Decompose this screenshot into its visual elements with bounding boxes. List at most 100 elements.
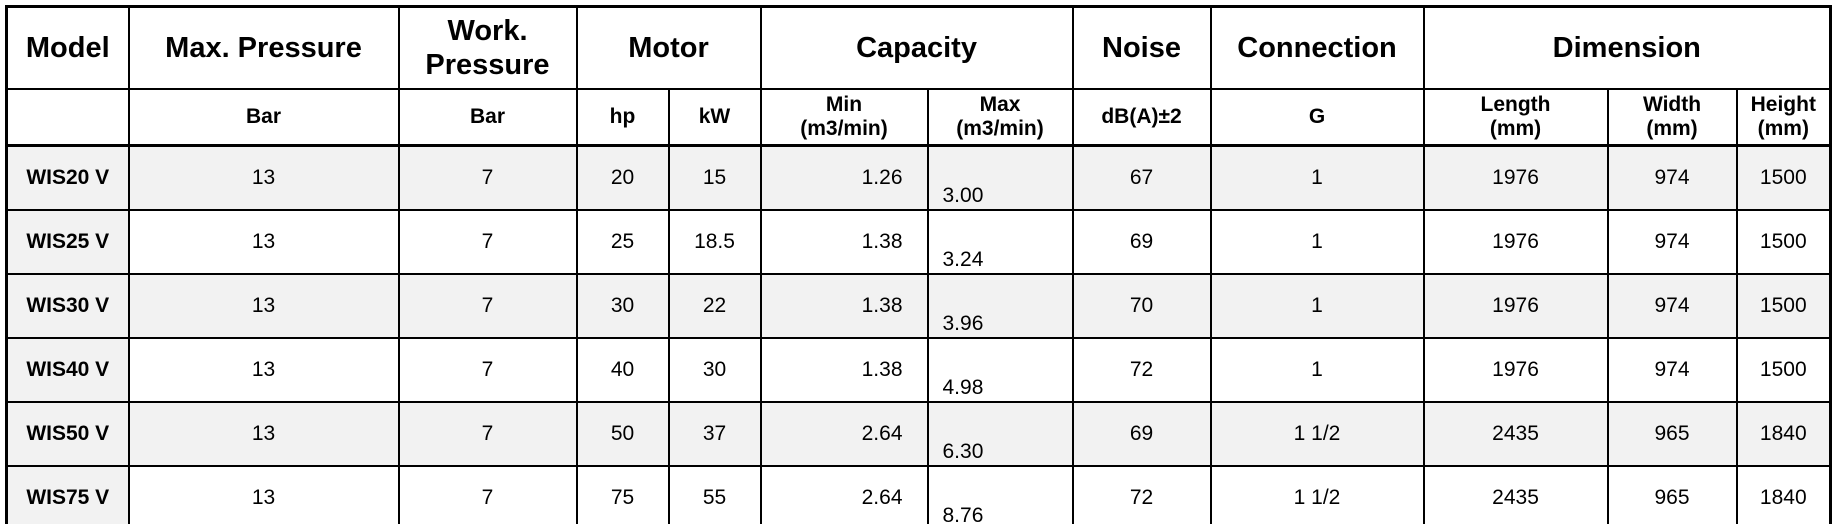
value-cell: 13: [127, 209, 400, 275]
capacity-min-cell: 2.64: [759, 401, 929, 467]
value-cell: 13: [127, 465, 400, 524]
value-cell: 2435: [1422, 401, 1609, 467]
value-cell: 1976: [1422, 209, 1609, 275]
col-group-connection: Connection: [1209, 5, 1425, 90]
col-group-dimension: Dimension: [1422, 5, 1832, 90]
capacity-max-cell: 3.96: [926, 273, 1074, 339]
value-cell: 22: [667, 273, 762, 339]
table-row: WIS50 V 13 7 50 37 2.64 6.30 69 1 1/2 2435 965 1840: [5, 401, 1832, 467]
value-cell: 1840: [1735, 401, 1832, 467]
model-cell: WIS75 V: [5, 465, 130, 524]
model-cell: WIS20 V: [5, 144, 130, 211]
value-cell: 974: [1606, 337, 1738, 403]
value-cell: 1500: [1735, 209, 1832, 275]
value-cell: 2435: [1422, 465, 1609, 524]
value-cell: 70: [1071, 273, 1212, 339]
value-cell: 13: [127, 144, 400, 211]
spec-table: Model Max. Pressure Work. Pressure Motor…: [5, 5, 1833, 524]
value-cell: 30: [667, 337, 762, 403]
value-cell: 1976: [1422, 337, 1609, 403]
value-cell: 1: [1209, 337, 1425, 403]
unit-max-pressure-bar: Bar: [127, 88, 400, 147]
value-cell: 1: [1209, 273, 1425, 339]
capacity-min-cell: 2.64: [759, 465, 929, 524]
value-cell: 25: [575, 209, 670, 275]
capacity-max-cell: 6.30: [926, 401, 1074, 467]
table-row: WIS20 V 13 7 20 15 1.26 3.00 67 1 1976 974 1500: [5, 144, 1832, 211]
table-row: WIS25 V 13 7 25 18.5 1.38 3.24 69 1 1976 974 1500: [5, 209, 1832, 275]
capacity-min-cell: 1.38: [759, 209, 929, 275]
table-row: WIS30 V 13 7 30 22 1.38 3.96 70 1 1976 974 1500: [5, 273, 1832, 339]
value-cell: 7: [397, 273, 578, 339]
value-cell: 1500: [1735, 273, 1832, 339]
unit-model-empty: [5, 88, 130, 147]
model-cell: WIS50 V: [5, 401, 130, 467]
value-cell: 55: [667, 465, 762, 524]
capacity-max-cell: 8.76: [926, 465, 1074, 524]
capacity-min-cell: 1.38: [759, 273, 929, 339]
capacity-min-cell: 1.26: [759, 144, 929, 211]
col-group-motor: Motor: [575, 5, 762, 90]
model-cell: WIS30 V: [5, 273, 130, 339]
value-cell: 13: [127, 401, 400, 467]
capacity-max-cell: 3.24: [926, 209, 1074, 275]
capacity-min-cell: 1.38: [759, 337, 929, 403]
col-group-noise: Noise: [1071, 5, 1212, 90]
value-cell: 965: [1606, 401, 1738, 467]
value-cell: 1976: [1422, 273, 1609, 339]
model-cell: WIS40 V: [5, 337, 130, 403]
unit-length-mm: Length (mm): [1422, 88, 1609, 147]
col-group-work-pressure: Work. Pressure: [397, 5, 578, 90]
unit-capacity-min: Min (m3/min): [759, 88, 929, 147]
value-cell: 75: [575, 465, 670, 524]
value-cell: 1 1/2: [1209, 465, 1425, 524]
col-group-capacity: Capacity: [759, 5, 1074, 90]
value-cell: 67: [1071, 144, 1212, 211]
table-row: WIS40 V 13 7 40 30 1.38 4.98 72 1 1976 974 1500: [5, 337, 1832, 403]
value-cell: 1: [1209, 144, 1425, 211]
capacity-max-cell: 3.00: [926, 144, 1074, 211]
unit-motor-hp: hp: [575, 88, 670, 147]
value-cell: 974: [1606, 209, 1738, 275]
unit-width-mm: Width (mm): [1606, 88, 1738, 147]
value-cell: 974: [1606, 144, 1738, 211]
value-cell: 37: [667, 401, 762, 467]
unit-noise-db: dB(A)±2: [1071, 88, 1212, 147]
unit-connection-g: G: [1209, 88, 1425, 147]
value-cell: 72: [1071, 465, 1212, 524]
value-cell: 30: [575, 273, 670, 339]
unit-motor-kw: kW: [667, 88, 762, 147]
value-cell: 7: [397, 144, 578, 211]
value-cell: 15: [667, 144, 762, 211]
unit-height-mm: Height (mm): [1735, 88, 1832, 147]
value-cell: 974: [1606, 273, 1738, 339]
value-cell: 1500: [1735, 144, 1832, 211]
value-cell: 13: [127, 273, 400, 339]
value-cell: 50: [575, 401, 670, 467]
value-cell: 40: [575, 337, 670, 403]
capacity-max-cell: 4.98: [926, 337, 1074, 403]
value-cell: 7: [397, 337, 578, 403]
header-units-row: Bar Bar hp kW Min (m3/min) Max (m3/min) …: [5, 88, 1832, 147]
value-cell: 1: [1209, 209, 1425, 275]
value-cell: 18.5: [667, 209, 762, 275]
value-cell: 7: [397, 465, 578, 524]
value-cell: 1976: [1422, 144, 1609, 211]
header-group-row: Model Max. Pressure Work. Pressure Motor…: [5, 5, 1832, 90]
value-cell: 1500: [1735, 337, 1832, 403]
value-cell: 20: [575, 144, 670, 211]
value-cell: 72: [1071, 337, 1212, 403]
value-cell: 1840: [1735, 465, 1832, 524]
value-cell: 69: [1071, 209, 1212, 275]
unit-capacity-max: Max (m3/min): [926, 88, 1074, 147]
col-group-model: Model: [5, 5, 130, 90]
col-group-max-pressure: Max. Pressure: [127, 5, 400, 90]
table-row: WIS75 V 13 7 75 55 2.64 8.76 72 1 1/2 2435 965 1840: [5, 465, 1832, 524]
spec-table-body: WIS20 V 13 7 20 15 1.26 3.00 67 1 1976 974 1500 WIS2…: [5, 144, 1832, 524]
value-cell: 1 1/2: [1209, 401, 1425, 467]
value-cell: 13: [127, 337, 400, 403]
value-cell: 7: [397, 209, 578, 275]
table-header: Model Max. Pressure Work. Pressure Motor…: [5, 5, 1832, 147]
unit-work-pressure-bar: Bar: [397, 88, 578, 147]
